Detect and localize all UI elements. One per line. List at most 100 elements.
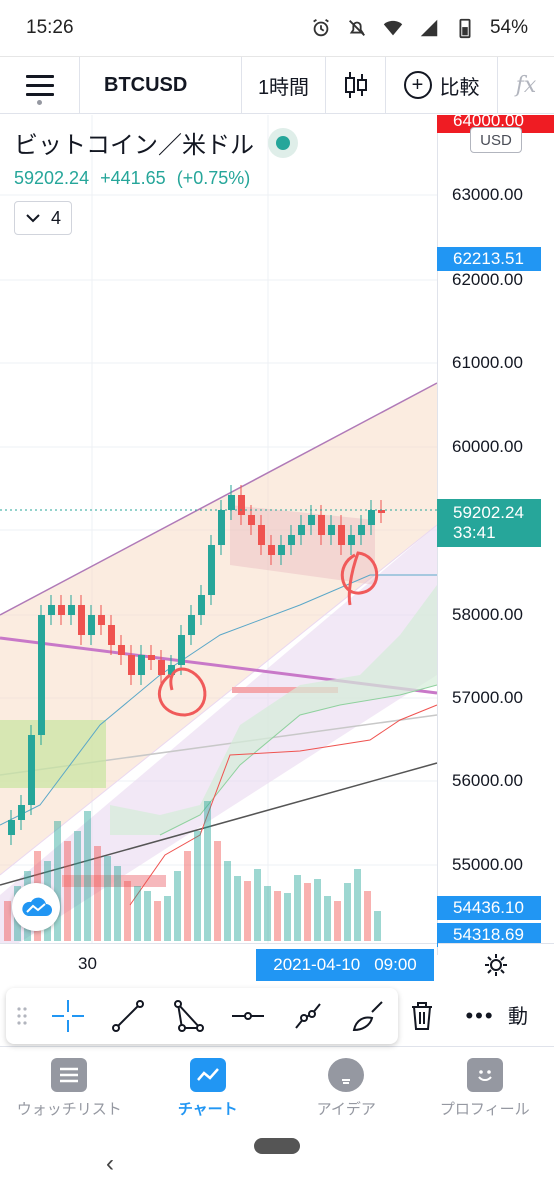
volume-bar — [234, 876, 241, 941]
candle-body — [48, 605, 55, 615]
brush-icon — [352, 1001, 383, 1032]
home-pill[interactable] — [254, 1138, 300, 1154]
volume-bar — [344, 883, 351, 941]
volume-bar — [294, 875, 301, 941]
chart-type-button[interactable] — [326, 57, 386, 113]
volume-bar — [274, 891, 281, 941]
delete-drawings-button[interactable] — [400, 988, 444, 1044]
bottom-nav: ウォッチリスト チャート アイデア プロフィール — [0, 1046, 554, 1130]
drag-handle-icon[interactable] — [6, 1006, 38, 1026]
more-tools-button[interactable]: ••• — [465, 1003, 495, 1028]
cloud-icon — [22, 897, 52, 916]
volume-bar — [284, 893, 291, 941]
candle-body — [98, 615, 105, 625]
candle-body — [288, 535, 295, 545]
volume-bar — [314, 879, 321, 941]
volume-bar — [124, 881, 131, 941]
status-bar: 15:26 54% — [0, 0, 554, 56]
compare-button[interactable]: + 比較 — [386, 57, 498, 113]
path-icon — [295, 1003, 321, 1029]
volume-bar — [74, 831, 81, 941]
indicators-toggle[interactable]: 4 — [14, 201, 72, 235]
volume-bar — [224, 861, 231, 941]
volume-bar — [324, 896, 331, 941]
volume-bar — [264, 886, 271, 941]
candle-body — [158, 660, 165, 675]
indicator-count: 4 — [50, 207, 61, 228]
chart-settings-button[interactable] — [438, 943, 554, 985]
candle-body — [348, 535, 355, 545]
cloud-span-a — [159, 684, 438, 836]
pattern-tool-button[interactable] — [158, 988, 218, 1044]
volume-bar — [94, 846, 101, 941]
candle-body — [108, 625, 115, 645]
green-box — [0, 720, 106, 788]
chart-pane[interactable]: ビットコイン／米ドル 59202.24 +441.65 (+0.75%) 4 U… — [0, 115, 554, 987]
symbol-search-button[interactable]: BTCUSD — [80, 57, 242, 113]
horizontal-line-tool-button[interactable] — [218, 988, 278, 1044]
price-axis-label: 56000.00 — [452, 771, 523, 790]
trend-line-tool-button[interactable] — [98, 988, 158, 1044]
volume-bar — [154, 901, 161, 941]
crosshair-time-tag: 2021-04-10 09:00 — [256, 949, 434, 981]
back-button[interactable]: ‹ — [106, 1150, 114, 1177]
channel-mid — [0, 524, 438, 876]
price-axis-label: 55000.00 — [452, 855, 523, 874]
candle-body — [268, 545, 275, 555]
channel-fill — [0, 383, 437, 875]
trend-line — [0, 762, 438, 886]
candle-body — [8, 820, 15, 835]
pink-level-mark — [232, 687, 338, 693]
indicators-button[interactable]: fx — [515, 72, 537, 98]
time-scale[interactable]: 30 2021-04-10 09:00 — [0, 943, 437, 985]
volume-bar — [84, 811, 91, 941]
chart-icon — [189, 1058, 226, 1092]
crosshair-tool-button[interactable] — [38, 988, 98, 1044]
volume-bar — [334, 901, 341, 941]
drawing-toolbar — [6, 988, 398, 1044]
candle-body — [308, 515, 315, 525]
candle-body — [178, 635, 185, 665]
battery-level: 54% — [489, 17, 528, 38]
candle-body — [368, 510, 375, 525]
candle-body — [298, 525, 305, 535]
price-axis-label: 62000.00 — [452, 270, 523, 289]
volume-bar — [374, 911, 381, 941]
truncated-label: 動 — [508, 1006, 528, 1028]
candle-body — [148, 655, 155, 660]
nav-ideas[interactable]: アイデア — [277, 1047, 416, 1130]
candle-body — [38, 615, 45, 735]
time-label: 30 — [78, 954, 97, 973]
candle-body — [18, 805, 25, 820]
volume-bar — [174, 871, 181, 941]
volume-bar — [304, 883, 311, 941]
brush-tool-button[interactable] — [338, 988, 398, 1044]
series-legend: ビットコイン／米ドル 59202.24 +441.65 (+0.75%) 4 — [14, 125, 298, 235]
volume-bar — [184, 851, 191, 941]
path-tool-button[interactable] — [278, 988, 338, 1044]
nav-profile[interactable]: プロフィール — [416, 1047, 554, 1130]
candle-body — [248, 515, 255, 525]
status-time: 15:26 — [26, 17, 74, 38]
candle-body — [218, 510, 225, 545]
alarm-icon — [313, 18, 329, 37]
volume-bar — [364, 891, 371, 941]
notification-dot — [37, 100, 42, 105]
nav-chart[interactable]: チャート — [139, 1047, 278, 1130]
currency-badge[interactable]: USD — [470, 127, 522, 153]
volume-bar — [134, 886, 141, 941]
volume-bar — [64, 841, 71, 941]
candle-body — [118, 645, 125, 655]
price-axis-label: 63000.00 — [452, 185, 523, 204]
signal-icon — [420, 19, 438, 37]
interval-button[interactable]: 1時間 — [242, 57, 326, 113]
nav-watchlist[interactable]: ウォッチリスト — [0, 1047, 139, 1130]
menu-button[interactable] — [0, 57, 80, 113]
market-status-icon[interactable] — [268, 127, 298, 158]
nav-ideas-label: アイデア — [316, 1101, 376, 1118]
trash-icon — [412, 1002, 432, 1030]
volume-bar — [54, 821, 61, 941]
candle-body — [208, 545, 215, 595]
battery-icon — [459, 18, 471, 39]
cloud-save-button[interactable] — [12, 883, 60, 931]
